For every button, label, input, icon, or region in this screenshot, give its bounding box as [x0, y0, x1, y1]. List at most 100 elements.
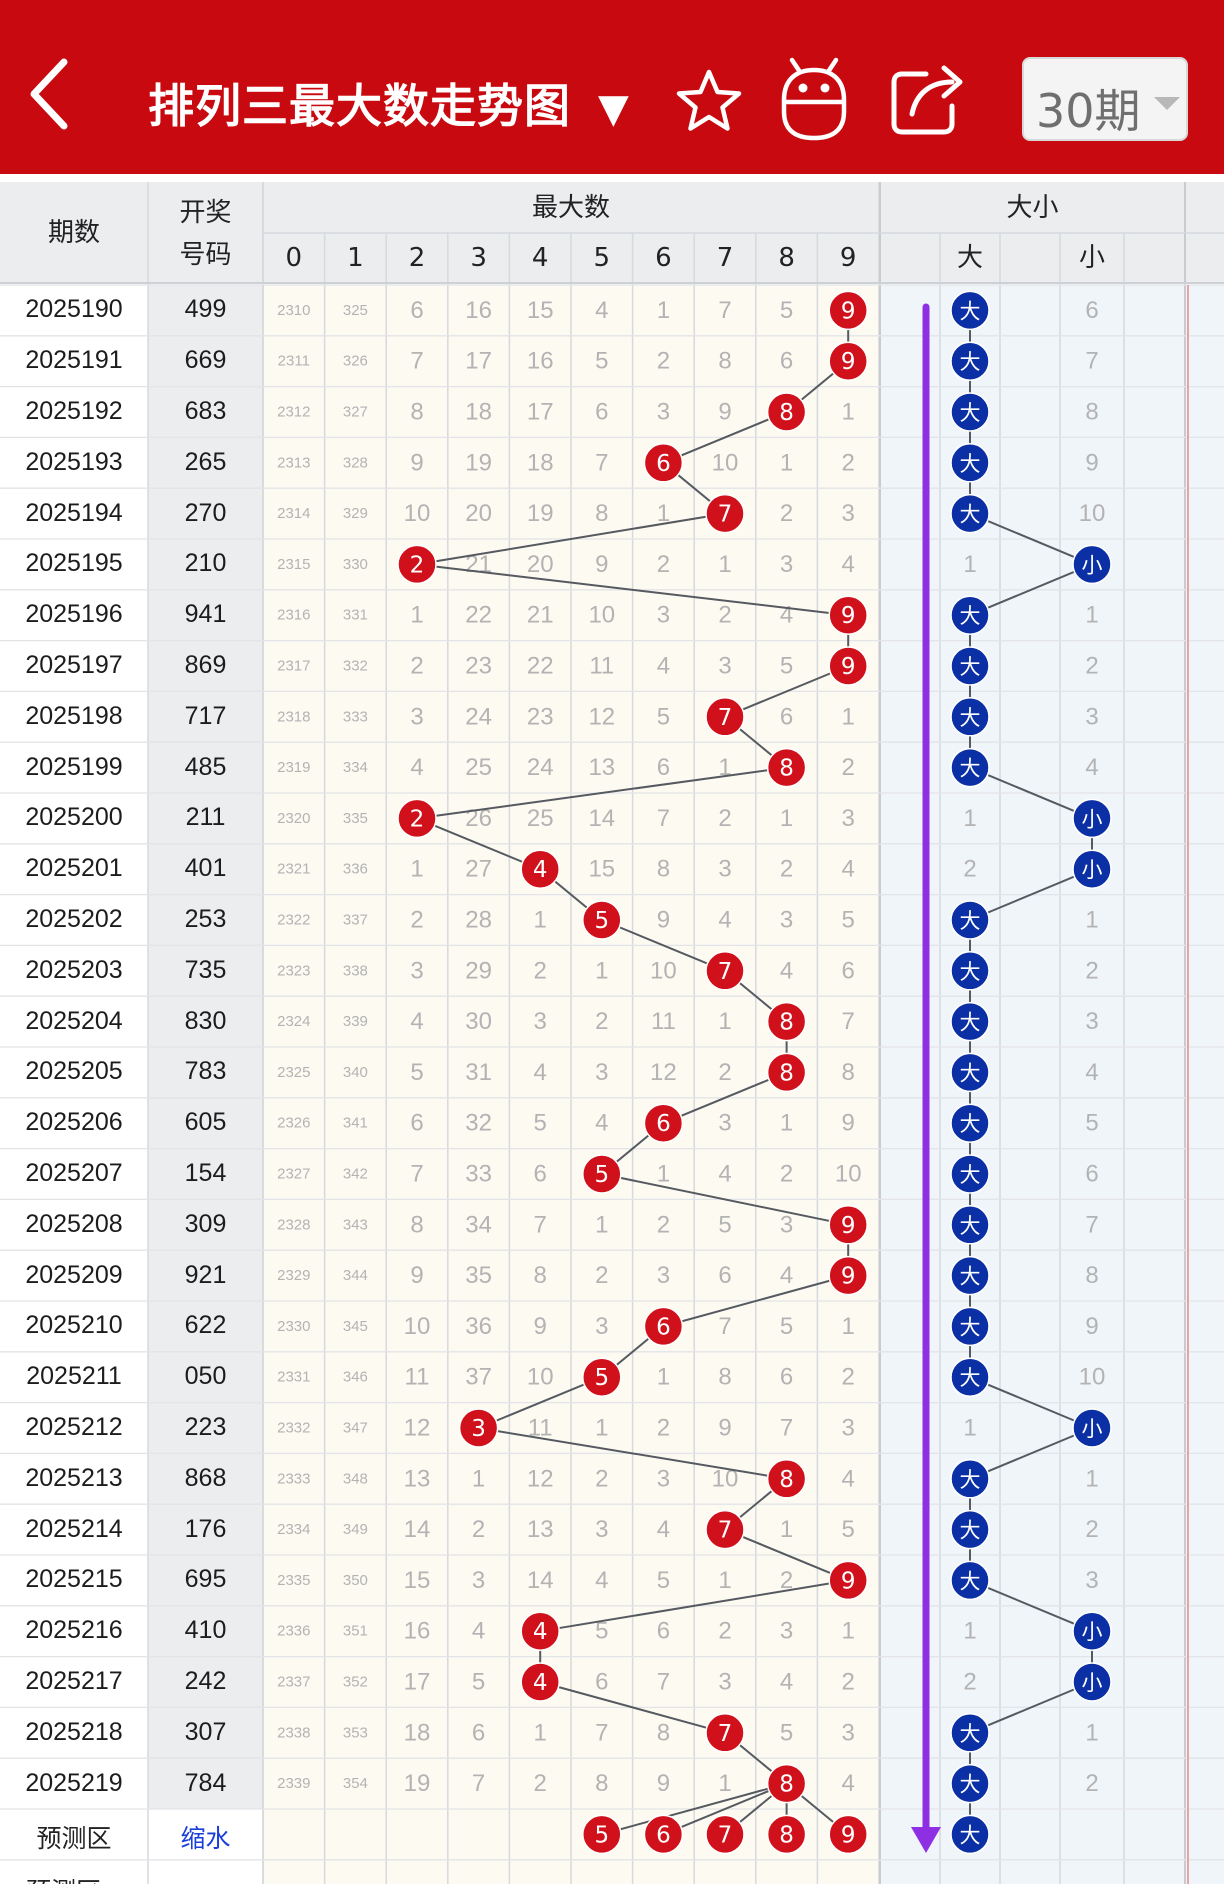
miss-value: 11: [589, 653, 614, 680]
miss-value: 2: [842, 1364, 855, 1391]
miss-value: 1: [410, 856, 423, 883]
size-ball: [1072, 1662, 1112, 1702]
small-miss-value: 8: [1085, 399, 1098, 426]
miss-value: 4: [780, 602, 793, 629]
miss-value: 3: [780, 907, 793, 934]
size-ball-label: 大: [960, 1315, 981, 1339]
miss-value: 7: [472, 1770, 485, 1797]
size-trend-line: [969, 512, 1093, 566]
size-ball-label: 大: [960, 1011, 981, 1035]
predict-ball-label: 8: [779, 1822, 794, 1848]
title-dropdown-caret-icon[interactable]: ▼: [598, 86, 630, 132]
chevron-down-icon: [1154, 97, 1180, 110]
small-miss-value: 4: [1085, 1059, 1098, 1086]
miss-value: 327: [343, 404, 368, 421]
size-area-bg: [880, 285, 1224, 1884]
miss-value: 2320: [277, 810, 310, 827]
size-ball: [950, 392, 990, 432]
miss-value: 6: [410, 1110, 423, 1137]
miss-value: 10: [588, 602, 615, 629]
max-digit-ball-label: 6: [656, 1314, 671, 1340]
miss-value: 346: [343, 1369, 368, 1386]
miss-value: 13: [588, 754, 615, 781]
favorite-star-icon[interactable]: [672, 64, 746, 138]
back-arrow-icon[interactable]: [20, 52, 86, 136]
size-ball-label: 大: [960, 1214, 981, 1238]
trend-line: [416, 817, 541, 871]
max-digit-ball: [828, 595, 868, 635]
miss-value: 7: [410, 348, 423, 375]
miss-value: 2319: [277, 759, 310, 776]
miss-value: 2313: [277, 454, 310, 471]
miss-value: 2330: [277, 1318, 310, 1335]
max-digit-ball: [766, 1763, 807, 1804]
miss-value: 1: [842, 1618, 855, 1645]
miss-value: 1: [657, 1364, 670, 1391]
miss-value: 1: [595, 1415, 608, 1442]
size-ball-label: 小: [1082, 1620, 1103, 1644]
miss-value: 3: [657, 1465, 670, 1492]
miss-value: 1: [780, 1110, 793, 1137]
miss-value: 2: [657, 551, 670, 578]
miss-value: 2: [780, 1161, 793, 1188]
miss-value: 2322: [277, 912, 310, 929]
size-ball-label: 大: [960, 1112, 981, 1136]
trend-chart[interactable]: 2310 325 6 16 15 4 1 7 5 6 2311 326 7 17 16 5 2 8 6 7 2312 32…: [0, 180, 1224, 1884]
app-header: 排列三最大数走势图 ▼ 30期: [0, 0, 1224, 174]
miss-value: 15: [588, 856, 615, 883]
miss-value: 10: [712, 449, 739, 476]
small-miss-value: 1: [1085, 1719, 1098, 1746]
miss-value: 3: [410, 703, 423, 730]
miss-value: 25: [527, 805, 554, 832]
miss-value: 1: [780, 449, 793, 476]
miss-value: 17: [527, 399, 554, 426]
size-ball: [950, 595, 990, 635]
miss-value: 5: [780, 297, 793, 324]
miss-value: 28: [465, 907, 492, 934]
size-ball-label: 小: [1082, 553, 1103, 577]
miss-value: 4: [657, 653, 670, 680]
page-title[interactable]: 排列三最大数走势图 ▼: [148, 70, 630, 136]
trend-line: [601, 1173, 849, 1226]
size-trend-line: [969, 766, 1093, 820]
max-digit-ball: [643, 443, 684, 483]
size-ball: [950, 1357, 990, 1397]
max-digit-ball: [766, 1459, 807, 1499]
max-digit-ball: [520, 849, 560, 889]
page-title-text[interactable]: 排列三最大数走势图: [148, 79, 571, 133]
miss-value: 2: [595, 1262, 608, 1289]
predict-line: [601, 1782, 787, 1836]
max-digit-ball: [828, 646, 868, 686]
shrink-link[interactable]: 缩水: [180, 1824, 231, 1854]
miss-value: 1: [410, 602, 423, 629]
size-ball-label: 大: [960, 1468, 981, 1492]
size-ball: [950, 1052, 990, 1093]
max-digit-ball-label: 3: [471, 1416, 486, 1442]
size-ball: [950, 697, 990, 737]
share-icon[interactable]: [886, 56, 970, 140]
miss-value: 37: [465, 1364, 492, 1391]
max-digit-ball: [705, 1509, 745, 1550]
miss-value: 34: [465, 1211, 492, 1238]
miss-value: 2: [842, 1669, 855, 1696]
small-miss-value: 10: [1079, 1364, 1106, 1391]
miss-value: 2328: [277, 1216, 310, 1233]
max-digit-ball: [705, 951, 745, 991]
miss-value: 2333: [277, 1470, 310, 1487]
miss-value: 5: [718, 1211, 731, 1238]
size-ball-label: 大: [960, 706, 981, 730]
size-ball-label: 大: [960, 655, 981, 679]
miss-value: 7: [595, 449, 608, 476]
miss-value: 4: [595, 297, 608, 324]
miss-value: 22: [465, 602, 492, 629]
miss-value: 2: [410, 653, 423, 680]
robot-icon[interactable]: [776, 54, 852, 144]
size-ball: [950, 1255, 990, 1296]
miss-value: 342: [343, 1166, 368, 1183]
trend-line: [416, 563, 849, 617]
max-digit-ball: [582, 1357, 622, 1397]
size-ball: [950, 1713, 990, 1753]
period-select[interactable]: 30期: [1022, 57, 1188, 141]
miss-value: 16: [465, 297, 492, 324]
